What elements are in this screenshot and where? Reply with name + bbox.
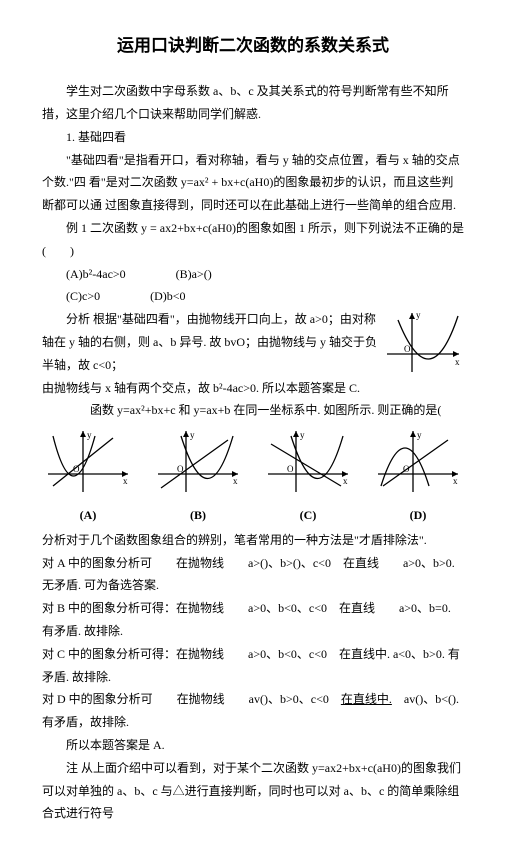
svg-text:O: O bbox=[177, 464, 184, 474]
svg-text:O: O bbox=[73, 464, 80, 474]
page-title: 运用口诀判断二次函数的系数关系式 bbox=[42, 30, 464, 62]
opt-d1: (D)b<0 bbox=[150, 285, 185, 308]
svg-text:x: x bbox=[343, 476, 348, 486]
answer: 所以本题答案是 A. bbox=[42, 734, 464, 757]
analysis-1b: 由抛物线与 x 轴有两个交点，故 b²-4ac>0. 所以本题答案是 C. bbox=[42, 377, 464, 400]
section-1-heading: 1. 基础四看 bbox=[42, 126, 464, 149]
label-C: (C) bbox=[262, 504, 354, 527]
opt-a1: (A)b²-4ac>0 bbox=[66, 263, 126, 286]
svg-text:O: O bbox=[287, 464, 294, 474]
note: 注 从上面介绍中可以看到，对于某个二次函数 y=ax2+bx+c(aH0)的图象… bbox=[42, 757, 464, 825]
label-B: (B) bbox=[152, 504, 244, 527]
opt-b1: (B)a>() bbox=[176, 263, 212, 286]
graph-B: y x O (B) bbox=[152, 426, 244, 527]
p1: "基础四看"是指看开口，看对称轴，看与 y 轴的交点位置，看与 x 轴的交点个数… bbox=[42, 149, 464, 217]
svg-text:O: O bbox=[403, 464, 410, 474]
graph-C: y x O (C) bbox=[262, 426, 354, 527]
svg-text:x: x bbox=[123, 476, 128, 486]
svg-text:y: y bbox=[417, 430, 422, 440]
figure-1: y x O bbox=[382, 308, 464, 376]
graph-row: y x O (A) y x O (B) bbox=[42, 426, 464, 527]
row-B: 对 B 中的图象分析可得：在抛物线 a>0、b<0、c<0 在直线 a>0、b=… bbox=[42, 597, 464, 643]
example-1: 例 1 二次函数 y = ax2+bx+c(aH0)的图象如图 1 所示，则下列… bbox=[42, 217, 464, 263]
graph-A: y x O (A) bbox=[42, 426, 134, 527]
svg-text:x: x bbox=[455, 357, 460, 367]
options-row-2: (C)c>0 (D)b<0 bbox=[66, 285, 464, 308]
svg-text:y: y bbox=[87, 430, 92, 440]
svg-text:y: y bbox=[300, 430, 305, 440]
label-A: (A) bbox=[42, 504, 134, 527]
row-D: 对 D 中的图象分析可 在抛物线 av()、b>0、c<0 在直线中. av()… bbox=[42, 688, 464, 734]
opt-c1: (C)c>0 bbox=[66, 285, 100, 308]
row-C: 对 C 中的图象分析可得：在抛物线 a>0、b<0、c<0 在直线中. a<0、… bbox=[42, 643, 464, 689]
intro-para: 学生对二次函数中字母系数 a、b、c 及其关系式的符号判断常有些不知所措，这里介… bbox=[42, 80, 464, 126]
svg-text:y: y bbox=[416, 310, 421, 320]
svg-text:x: x bbox=[233, 476, 238, 486]
svg-text:x: x bbox=[453, 476, 458, 486]
options-row-1: (A)b²-4ac>0 (B)a>() bbox=[66, 263, 464, 286]
svg-text:y: y bbox=[190, 430, 195, 440]
graph-D: y x O (D) bbox=[372, 426, 464, 527]
example-2: 函数 y=ax²+bx+c 和 y=ax+b 在同一坐标系中. 如图所示. 则正… bbox=[42, 399, 464, 422]
label-D: (D) bbox=[372, 504, 464, 527]
analysis-2: 分析对于几个函数图象组合的辨别，笔者常用的一种方法是"才盾排除法". bbox=[42, 529, 464, 552]
row-A: 对 A 中的图象分析可 在抛物线 a>()、b>()、c<0 在直线 a>0、b… bbox=[42, 552, 464, 598]
svg-text:O: O bbox=[404, 344, 411, 354]
